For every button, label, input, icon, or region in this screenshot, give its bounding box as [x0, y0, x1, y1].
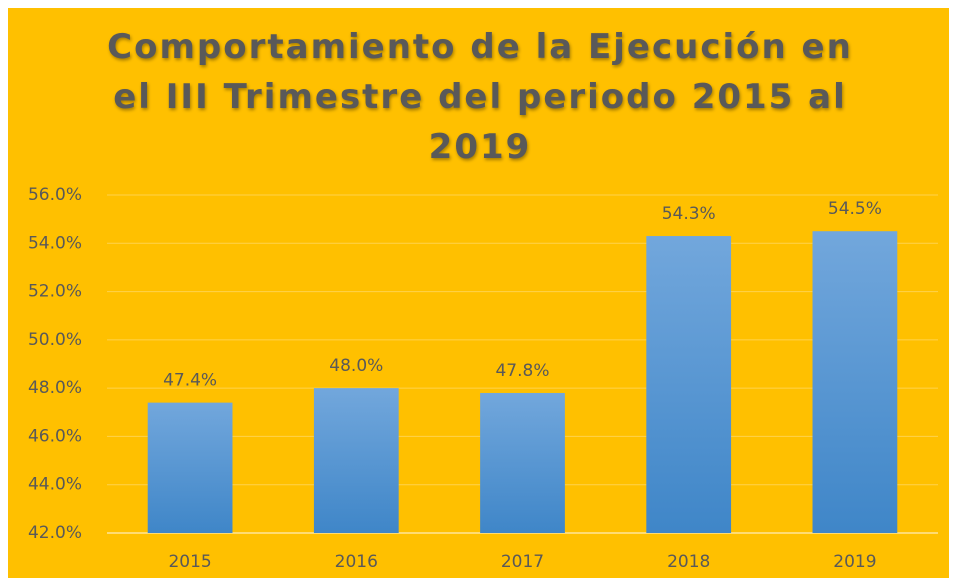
y-tick-label: 46.0% — [28, 426, 82, 446]
x-tick-label: 2018 — [667, 552, 710, 572]
data-label: 54.3% — [662, 204, 716, 224]
data-label: 47.8% — [495, 361, 549, 381]
bar — [812, 231, 898, 533]
x-tick-label: 2017 — [501, 552, 544, 572]
bar — [646, 236, 732, 534]
data-label: 47.4% — [163, 371, 217, 391]
y-tick-label: 44.0% — [28, 475, 82, 495]
y-tick-label: 52.0% — [28, 282, 82, 302]
x-tick-label: 2015 — [168, 552, 211, 572]
bar — [147, 402, 233, 533]
bar — [480, 392, 565, 533]
y-tick-label: 54.0% — [28, 233, 82, 253]
y-tick-label: 42.0% — [28, 523, 82, 543]
x-tick-label: 2019 — [833, 552, 876, 572]
y-tick-label: 48.0% — [28, 378, 82, 398]
bar — [313, 388, 399, 533]
chart-title: Comportamiento de la Ejecución en el III… — [107, 27, 853, 167]
data-label: 54.5% — [828, 199, 882, 219]
x-tick-label: 2016 — [335, 552, 378, 572]
data-label: 48.0% — [329, 356, 383, 376]
y-tick-label: 50.0% — [28, 330, 82, 350]
y-tick-label: 56.0% — [28, 185, 82, 205]
